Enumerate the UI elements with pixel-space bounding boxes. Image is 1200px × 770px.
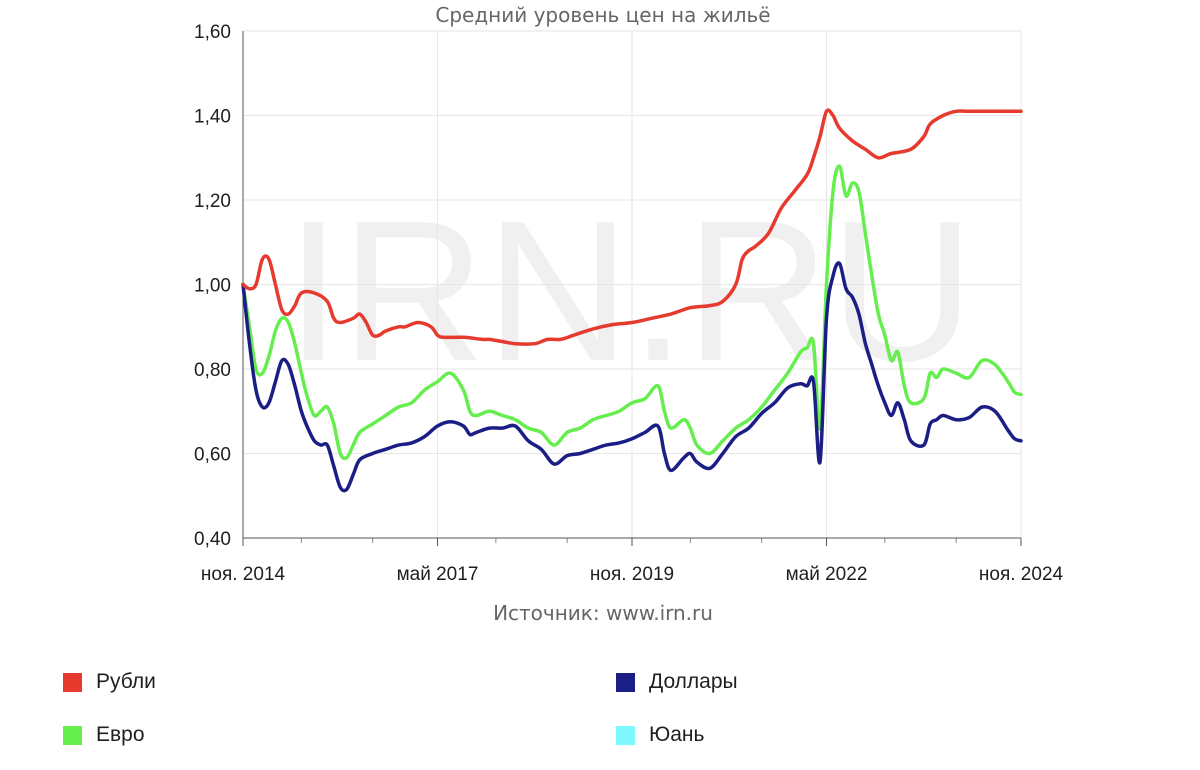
legend-label-rubles: Рубли <box>96 670 156 693</box>
legend-item-rubles[interactable]: Рубли <box>63 670 156 694</box>
y-tick-label: 1,00 <box>194 276 231 297</box>
x-tick-label: ноя. 2019 <box>590 564 674 585</box>
watermark-text: IRN.RU <box>286 180 975 403</box>
legend-swatch-dollars <box>616 672 635 692</box>
legend-swatch-rubles <box>63 672 82 692</box>
legend-item-dollars[interactable]: Доллары <box>616 670 738 694</box>
y-tick-label: 0,40 <box>194 529 231 550</box>
chart-source: Источник: www.irn.ru <box>493 601 713 625</box>
y-tick-label: 0,80 <box>194 360 231 381</box>
series-line-2 <box>241 261 1023 493</box>
series-lines <box>241 108 1023 493</box>
y-tick-label: 0,60 <box>194 445 231 466</box>
y-tick-label: 1,60 <box>194 22 231 43</box>
legend-item-euro[interactable]: Евро <box>63 723 145 747</box>
x-tick-label: май 2017 <box>397 564 479 585</box>
axes: 0,40 0,60 0,80 1,00 1,20 1,40 1,60 ноя. 2014 май… <box>194 22 1063 585</box>
legend-swatch-yuan <box>616 725 635 745</box>
x-tick-label: май 2022 <box>786 564 868 585</box>
legend-item-yuan[interactable]: Юань <box>616 723 704 747</box>
chart-title: Средний уровень цен на жильё <box>435 3 770 27</box>
legend-label-yuan: Юань <box>649 723 705 746</box>
x-tick-label: ноя. 2024 <box>979 564 1064 585</box>
legend-swatch-euro <box>63 725 82 745</box>
series-line-1 <box>241 164 1023 461</box>
x-tick-label: ноя. 2014 <box>201 564 286 585</box>
y-tick-label: 1,20 <box>194 191 231 212</box>
series-line-0 <box>241 108 1023 346</box>
legend-label-euro: Евро <box>96 723 145 746</box>
price-chart: IRN.RU Средний уровень цен на жильё 0,40… <box>194 3 1063 625</box>
legend-label-dollars: Доллары <box>649 670 738 693</box>
y-tick-label: 1,40 <box>194 107 231 128</box>
legend: Рубли Доллары Евро Юань <box>0 660 1200 770</box>
